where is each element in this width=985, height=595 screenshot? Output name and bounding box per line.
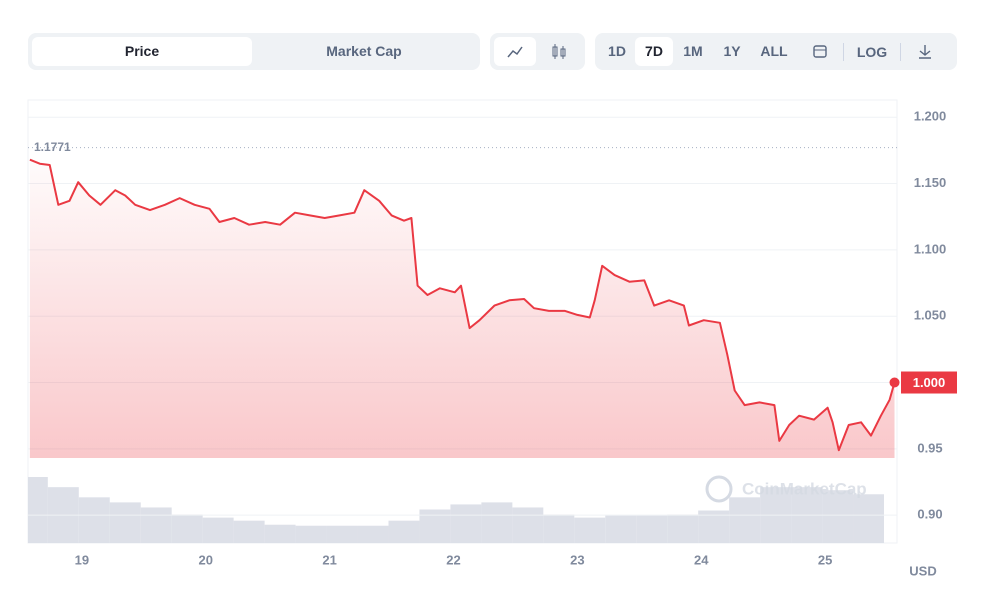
volume-bar xyxy=(605,515,637,543)
y-tick-label: 1.050 xyxy=(914,308,947,323)
volume-bar xyxy=(264,524,296,543)
volume-bar xyxy=(171,514,203,543)
price-tag xyxy=(901,371,957,394)
volume-bar xyxy=(109,502,141,543)
volume-bar xyxy=(512,507,544,543)
volume-bar xyxy=(140,507,172,543)
volume-bar xyxy=(388,520,420,543)
volume-bar xyxy=(202,517,234,543)
tab[interactable]: Market Cap xyxy=(326,43,402,59)
x-tick-label: 20 xyxy=(199,552,213,567)
volume-bar xyxy=(357,525,389,543)
area-fill xyxy=(29,159,895,458)
tab-bar: Price Market Cap xyxy=(28,33,480,70)
last-point xyxy=(889,377,900,388)
volume-bar xyxy=(450,504,482,543)
line-icon[interactable] xyxy=(494,37,536,66)
reference-label: 1.1771 xyxy=(34,140,71,154)
y-tick-label: 1.150 xyxy=(914,175,947,190)
range-bar: 1D 7D 1M 1Y ALL LOG xyxy=(595,33,957,70)
x-tick-label: 25 xyxy=(818,552,832,567)
y-tick-label: 1.200 xyxy=(914,109,947,124)
watermark-logo xyxy=(705,475,733,503)
y-tick-label: 0.95 xyxy=(917,440,942,455)
volume-bar xyxy=(729,497,761,543)
x-tick-label: 22 xyxy=(446,552,460,567)
volume-bar xyxy=(78,497,110,543)
x-tick-label: 23 xyxy=(570,552,584,567)
volume-bar xyxy=(543,514,575,543)
volume-bar xyxy=(481,502,513,543)
volume-bar xyxy=(636,515,668,543)
y-tick-label: 0.90 xyxy=(917,507,942,522)
volume-bar xyxy=(295,525,327,543)
y-tick-label: 1.100 xyxy=(914,241,947,256)
volume-bar xyxy=(233,520,265,543)
volume-bar xyxy=(326,525,358,543)
volume-bar xyxy=(698,510,730,543)
price-tag-label: 1.000 xyxy=(913,375,946,390)
range[interactable]: ALL xyxy=(760,43,788,59)
download-icon[interactable] xyxy=(901,37,949,66)
tab[interactable]: Price xyxy=(32,37,252,66)
volume-bar xyxy=(28,477,48,543)
watermark: CoinMarketCap xyxy=(742,479,867,498)
volume-bar xyxy=(667,514,699,543)
x-tick-label: 24 xyxy=(694,552,709,567)
volume-bar xyxy=(853,494,884,543)
volume-bar xyxy=(822,490,854,543)
x-tick-label: 21 xyxy=(322,552,336,567)
price-line xyxy=(29,158,896,452)
range[interactable]: 1Y xyxy=(723,43,741,59)
volume-bar xyxy=(419,509,451,543)
log-toggle[interactable]: LOG xyxy=(843,42,901,61)
range[interactable]: 7D xyxy=(635,37,673,66)
range[interactable]: 1D xyxy=(608,43,626,59)
volume-bar xyxy=(574,517,606,543)
calendar-icon[interactable] xyxy=(797,37,843,66)
x-tick-label: 19 xyxy=(75,552,89,567)
range[interactable]: 1M xyxy=(683,43,703,59)
chart-type-bar xyxy=(490,33,585,70)
candle-icon[interactable] xyxy=(536,37,581,66)
unit-label: USD xyxy=(909,563,936,578)
